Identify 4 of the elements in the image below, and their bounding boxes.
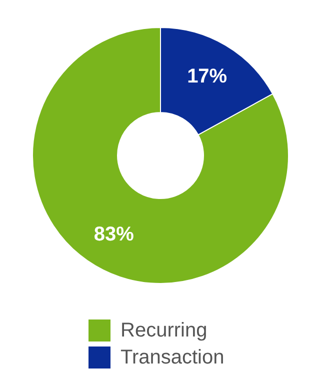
legend-label: Recurring [120,320,208,342]
data-label: 17% [187,66,228,88]
legend-label: Transaction [120,346,224,368]
data-label: 83% [94,223,134,246]
